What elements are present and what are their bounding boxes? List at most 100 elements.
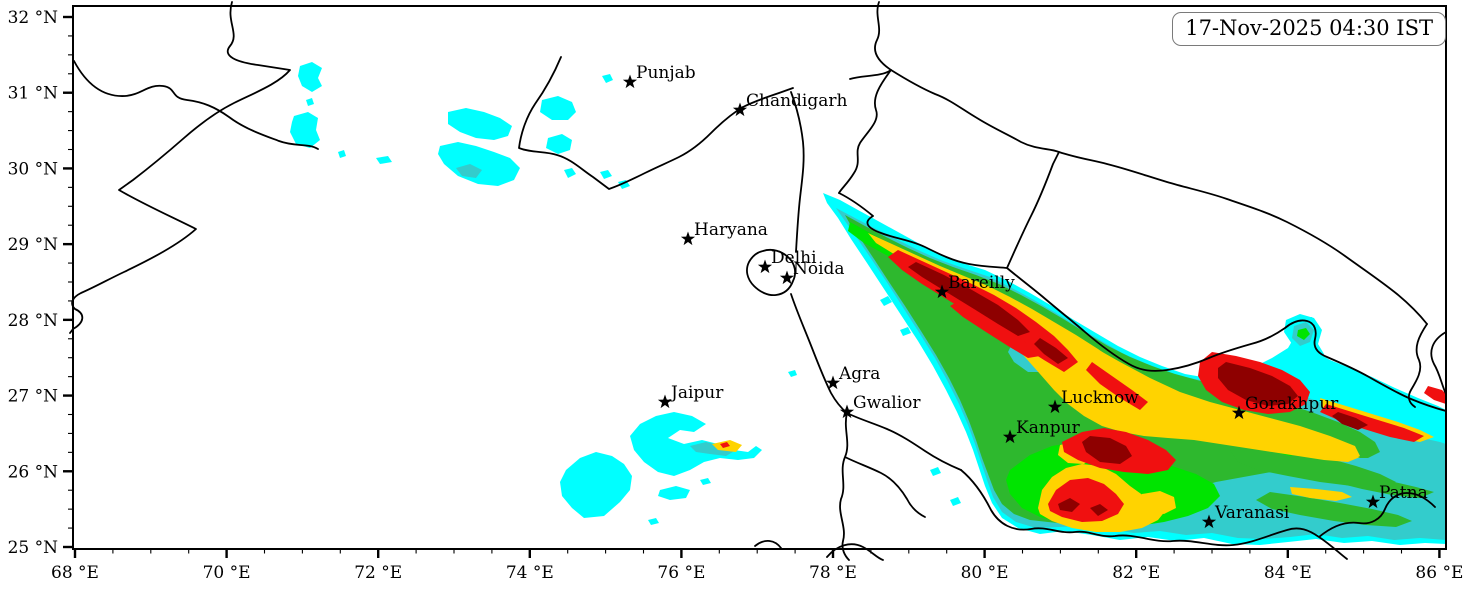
city-marker-haryana xyxy=(680,231,696,246)
fog-region-cyan xyxy=(788,370,797,377)
fog-region-gold xyxy=(868,233,1360,462)
y-tick-label: 27 °N xyxy=(8,387,59,407)
city-label-noida: Noida xyxy=(793,259,845,279)
fog-region-dred xyxy=(1332,412,1368,430)
fog-region-bgreen xyxy=(1297,328,1310,340)
fog-region-cyan xyxy=(290,112,320,148)
city-marker-gorakhpur xyxy=(1231,405,1247,420)
fog-region-cyan xyxy=(950,497,961,506)
fog-region-cyan xyxy=(602,74,613,83)
fog-region-red xyxy=(720,442,730,448)
fog-region-dred xyxy=(1082,436,1132,464)
fog-region-gold xyxy=(1054,330,1360,460)
city-label-gwalior: Gwalior xyxy=(853,393,921,413)
fog-region-cyan xyxy=(560,452,632,518)
fog-region-cyan xyxy=(306,98,314,106)
fog-region-red xyxy=(950,300,1040,358)
y-tick-label: 28 °N xyxy=(8,311,59,331)
city-marker-varanasi xyxy=(1201,514,1217,529)
city-label-haryana: Haryana xyxy=(694,220,768,240)
x-tick-label: 78 °E xyxy=(809,563,857,583)
y-tick-label: 29 °N xyxy=(8,235,59,255)
fog-region-cyan xyxy=(700,478,711,485)
fog-region-dred xyxy=(1218,362,1298,406)
fog-region-red xyxy=(1424,386,1446,404)
x-tick-label: 82 °E xyxy=(1112,563,1160,583)
city-label-agra: Agra xyxy=(838,364,880,384)
fog-region-green xyxy=(1256,492,1412,527)
state-border-line xyxy=(518,56,744,190)
fog-region-cyan xyxy=(900,327,911,336)
city-label-varanasi: Varanasi xyxy=(1214,503,1290,523)
fog-region-dred xyxy=(1034,338,1068,364)
state-border-line xyxy=(1408,323,1447,408)
state-border-line xyxy=(742,87,794,108)
state-border-line xyxy=(960,469,1436,560)
fog-region-teal xyxy=(456,164,482,178)
x-tick-label: 68 °E xyxy=(51,563,99,583)
city-label-gorakhpur: Gorakhpur xyxy=(1245,394,1339,414)
x-tick-label: 84 °E xyxy=(1264,563,1312,583)
city-marker-agra xyxy=(825,375,841,390)
state-border-line xyxy=(69,1,291,334)
city-marker-bareilly xyxy=(934,284,950,299)
city-marker-lucknow xyxy=(1047,399,1063,414)
state-border-line xyxy=(838,192,1447,412)
y-tick-label: 26 °N xyxy=(8,462,59,482)
fog-region-cyan xyxy=(546,134,572,154)
state-border-line xyxy=(890,69,1428,325)
y-tick-label: 32 °N xyxy=(8,8,59,28)
city-label-kanpur: Kanpur xyxy=(1016,418,1081,438)
city-marker-kanpur xyxy=(1002,429,1018,444)
state-border-line xyxy=(849,1,892,80)
city-label-chandigarh: Chandigarh xyxy=(746,91,848,111)
city-marker-patna xyxy=(1365,494,1381,509)
y-tick-label: 30 °N xyxy=(8,159,59,179)
city-marker-delhi xyxy=(757,259,773,274)
city-label-lucknow: Lucknow xyxy=(1061,388,1139,408)
state-border-line xyxy=(1006,151,1060,269)
y-tick-label: 31 °N xyxy=(8,84,59,104)
plot-frame xyxy=(72,5,1447,550)
timestamp-box: 17-Nov-2025 04:30 IST xyxy=(1172,12,1446,47)
fog-region-teal xyxy=(690,442,736,456)
x-tick-label: 86 °E xyxy=(1415,563,1463,583)
city-label-patna: Patna xyxy=(1379,483,1428,503)
fog-region-cyan xyxy=(630,412,762,476)
fog-region-cyan xyxy=(600,170,612,179)
fog-region-cyan xyxy=(564,168,576,178)
fog-region-green xyxy=(1322,470,1434,498)
fog-region-cyan xyxy=(448,108,512,140)
fog-region-dred xyxy=(1058,498,1080,512)
state-border-line xyxy=(746,248,796,297)
state-border-line xyxy=(839,412,962,561)
city-label-jaipur: Jaipur xyxy=(669,383,724,403)
fog-region-dred xyxy=(908,262,1030,336)
city-marker-noida xyxy=(779,270,795,285)
fog-region-cyan xyxy=(648,518,659,525)
x-tick-label: 70 °E xyxy=(203,563,251,583)
fog-region-gold xyxy=(1138,491,1176,514)
city-marker-jaipur xyxy=(657,394,673,409)
fog-region-cyan xyxy=(376,156,392,164)
fog-region-cyan xyxy=(540,96,576,120)
city-label-bareilly: Bareilly xyxy=(948,273,1015,293)
fog-region-cyan xyxy=(658,486,690,500)
city-label-delhi: Delhi xyxy=(771,248,817,268)
city-label-punjab: Punjab xyxy=(636,63,696,83)
fog-region-cyan xyxy=(438,142,520,186)
fog-region-red xyxy=(1320,404,1424,442)
city-marker-punjab xyxy=(622,74,638,89)
x-tick-label: 76 °E xyxy=(657,563,705,583)
state-border-line xyxy=(838,69,892,194)
x-tick-label: 74 °E xyxy=(506,563,554,583)
state-border-line xyxy=(790,91,848,414)
fog-region-cyan xyxy=(930,467,941,476)
fog-region-red xyxy=(1086,362,1148,410)
fog-region-dred xyxy=(1090,504,1108,516)
fog-region-gold xyxy=(1290,487,1352,501)
x-tick-label: 80 °E xyxy=(961,563,1009,583)
timestamp-text: 17-Nov-2025 04:30 IST xyxy=(1185,16,1433,40)
city-marker-gwalior xyxy=(839,404,855,419)
